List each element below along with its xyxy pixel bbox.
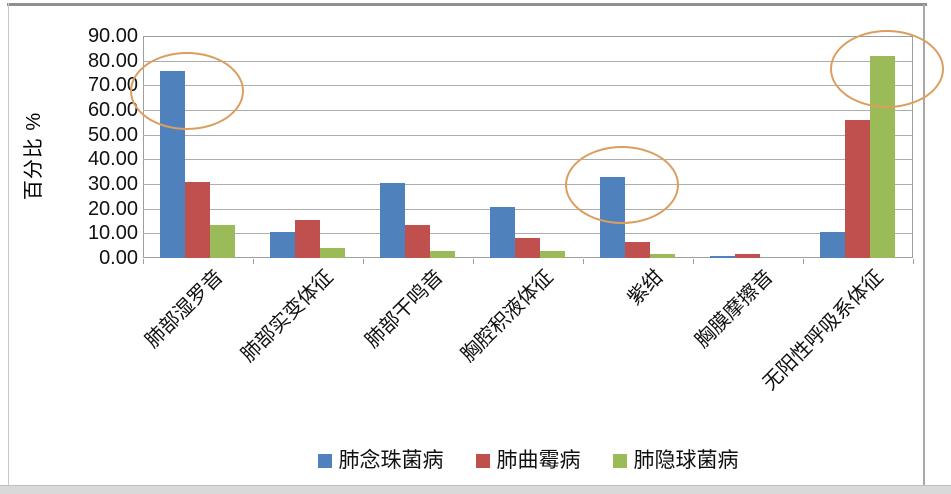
y-tick-label: 80.00 — [87, 49, 138, 72]
bar — [845, 119, 870, 258]
figure-left-border — [8, 3, 9, 485]
y-tick-label: 50.00 — [87, 123, 138, 146]
legend-item: 肺隐球菌病 — [612, 449, 739, 472]
y-tick-label: 60.00 — [87, 99, 138, 121]
bar — [210, 224, 235, 258]
y-tick-label: 70.00 — [87, 74, 138, 97]
bar — [625, 241, 650, 258]
bar — [710, 255, 735, 258]
x-axis-tick — [143, 259, 144, 264]
y-tick-label: 30.00 — [87, 173, 138, 195]
x-axis-tick — [253, 259, 254, 264]
bar — [540, 250, 565, 258]
annotation-ellipse — [129, 51, 244, 130]
bar — [735, 254, 760, 258]
bar — [405, 224, 430, 258]
y-tick-label: 0.00 — [99, 247, 138, 269]
x-axis-tick — [913, 259, 914, 264]
x-axis-tick — [473, 259, 474, 264]
legend-item: 肺曲霉病 — [475, 449, 581, 472]
legend-label: 肺念珠菌病 — [338, 449, 444, 472]
bar — [650, 254, 675, 258]
legend-swatch — [475, 454, 490, 468]
figure-bottom-border — [0, 485, 951, 494]
bar — [185, 181, 210, 258]
y-tick-label: 90.00 — [87, 25, 138, 47]
gridline — [143, 110, 913, 111]
y-axis-title: 百分比 % — [23, 111, 45, 201]
x-axis-tick — [583, 259, 584, 264]
y-tick-label: 10.00 — [87, 222, 138, 245]
legend-swatch — [317, 454, 332, 468]
gridline — [143, 233, 913, 235]
legend-label: 肺曲霉病 — [496, 449, 581, 472]
gridline — [143, 208, 913, 210]
bar — [515, 238, 540, 258]
x-axis-tick — [803, 259, 804, 264]
bar — [430, 250, 455, 258]
legend-label: 肺隐球菌病 — [633, 449, 739, 472]
legend-item: 肺念珠菌病 — [317, 449, 444, 472]
bar — [820, 232, 845, 258]
figure-right-border — [923, 4, 925, 485]
bar — [295, 219, 320, 258]
y-tick-label: 20.00 — [87, 197, 138, 220]
bar — [380, 182, 405, 258]
figure-top-border — [7, 3, 927, 6]
bar — [270, 232, 295, 258]
gridline — [143, 85, 913, 87]
plot-area — [143, 36, 913, 258]
y-tick-label: 40.00 — [87, 148, 138, 171]
annotation-ellipse — [829, 29, 944, 108]
x-axis-tick — [693, 259, 694, 264]
legend: 肺念珠菌病 肺曲霉病 肺隐球菌病 — [143, 449, 913, 473]
bar — [490, 207, 515, 258]
annotation-ellipse — [564, 145, 679, 224]
x-axis-tick — [363, 259, 364, 264]
gridline — [143, 184, 913, 185]
gridline — [143, 134, 913, 136]
legend-swatch — [612, 454, 627, 468]
gridline — [143, 159, 913, 161]
gridline — [143, 60, 913, 62]
bar — [320, 248, 345, 258]
